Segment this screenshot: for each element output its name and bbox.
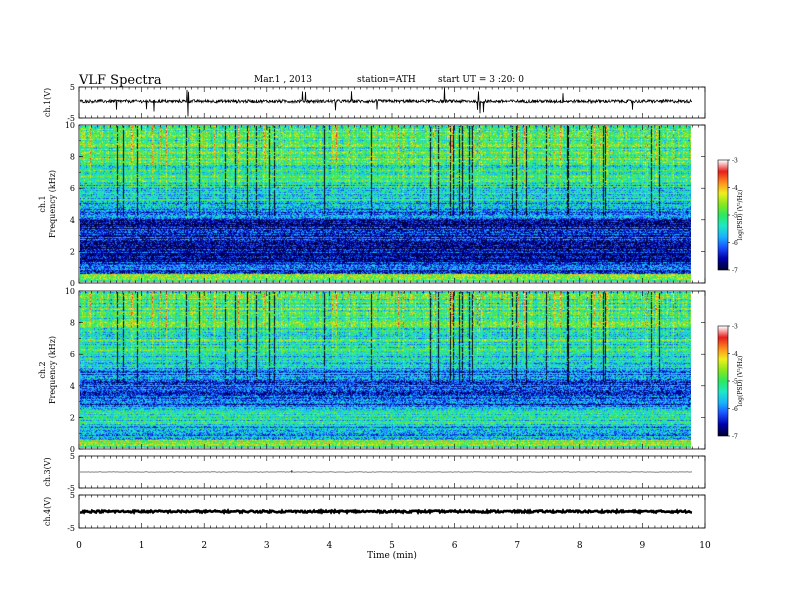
y-axis-label: ch.1: [38, 195, 47, 212]
x-tick-label: 5: [389, 541, 395, 551]
spectrogram-images: [80, 126, 728, 448]
y-axis-label: ch.1(V): [43, 88, 52, 117]
y-tick-label: 6: [70, 184, 75, 193]
colorbar-tick-label: -3: [732, 324, 738, 331]
x-tick-label: 9: [640, 541, 646, 551]
ch1-waveform-trace: [79, 87, 692, 117]
y-tick-label: 2: [70, 247, 75, 256]
figure-title: VLF Spectra: [79, 73, 162, 88]
x-tick-label: 2: [201, 541, 207, 551]
x-tick-label: 6: [452, 541, 458, 551]
colorbar-tick-label: -4: [732, 185, 738, 192]
y-tick-label: 10: [65, 287, 75, 296]
colorbar-tick-label: -5: [732, 213, 738, 220]
x-tick-label: 10: [699, 541, 711, 551]
spectrogram-image: [80, 292, 691, 448]
y-tick-label: 4: [70, 216, 75, 225]
y-tick-label: 10: [65, 121, 75, 130]
colorbar-tick-label: -7: [732, 268, 738, 275]
colorbar-label: log(PSD) (V²/Hz): [737, 356, 744, 407]
colorbar: [718, 160, 728, 270]
y-tick-label: -5: [67, 114, 75, 123]
colorbar-tick-label: -7: [732, 434, 738, 441]
colorbar-tick-label: -6: [732, 240, 738, 247]
y-tick-label: 0: [70, 445, 75, 454]
y-tick-label: 5: [70, 491, 75, 500]
start-time-label: start UT = 3 :20: 0: [438, 75, 524, 85]
x-tick-label: 3: [264, 541, 270, 551]
y-axis-label: ch.4(V): [43, 497, 52, 526]
waveform-lines: [79, 87, 693, 515]
y-tick-label: 2: [70, 413, 75, 422]
y-tick-label: 8: [70, 319, 75, 328]
station-label: station=ATH: [357, 75, 416, 85]
y-tick-label: 6: [70, 350, 75, 359]
colorbar-tick-label: -6: [732, 406, 738, 413]
colorbar-tick-label: -4: [732, 351, 738, 358]
y-axis-label: ch.3(V): [43, 457, 52, 486]
y-axis-label: Frequency (kHz): [48, 170, 57, 238]
figure-header: VLF Spectra Mar.1 , 2013 station=ATH sta…: [0, 0, 792, 90]
y-tick-label: 5: [70, 83, 75, 92]
y-tick-label: 8: [70, 153, 75, 162]
y-tick-label: 0: [70, 279, 75, 288]
axes: [78, 86, 730, 529]
date-label: Mar.1 , 2013: [254, 75, 312, 85]
y-tick-label: 4: [70, 382, 75, 391]
colorbar-label: log(PSD) (V²/Hz): [737, 190, 744, 241]
colorbar: [718, 326, 728, 436]
x-tick-label: 0: [76, 541, 82, 551]
x-tick-label: 7: [514, 541, 520, 551]
spectrogram-image: [80, 126, 691, 282]
y-tick-label: -5: [67, 484, 75, 493]
x-axis-label: Time (min): [367, 550, 417, 561]
x-tick-label: 4: [327, 541, 333, 551]
colorbar-tick-label: -3: [732, 158, 738, 165]
y-tick-label: 5: [70, 452, 75, 461]
ch4-waveform-trace: [79, 507, 693, 515]
y-axis-label: ch.2: [38, 361, 47, 378]
y-tick-label: -5: [67, 524, 75, 533]
y-axis-label: Frequency (kHz): [48, 336, 57, 404]
x-tick-label: 8: [577, 541, 583, 551]
colorbar-tick-label: -5: [732, 379, 738, 386]
x-tick-label: 1: [139, 541, 145, 551]
